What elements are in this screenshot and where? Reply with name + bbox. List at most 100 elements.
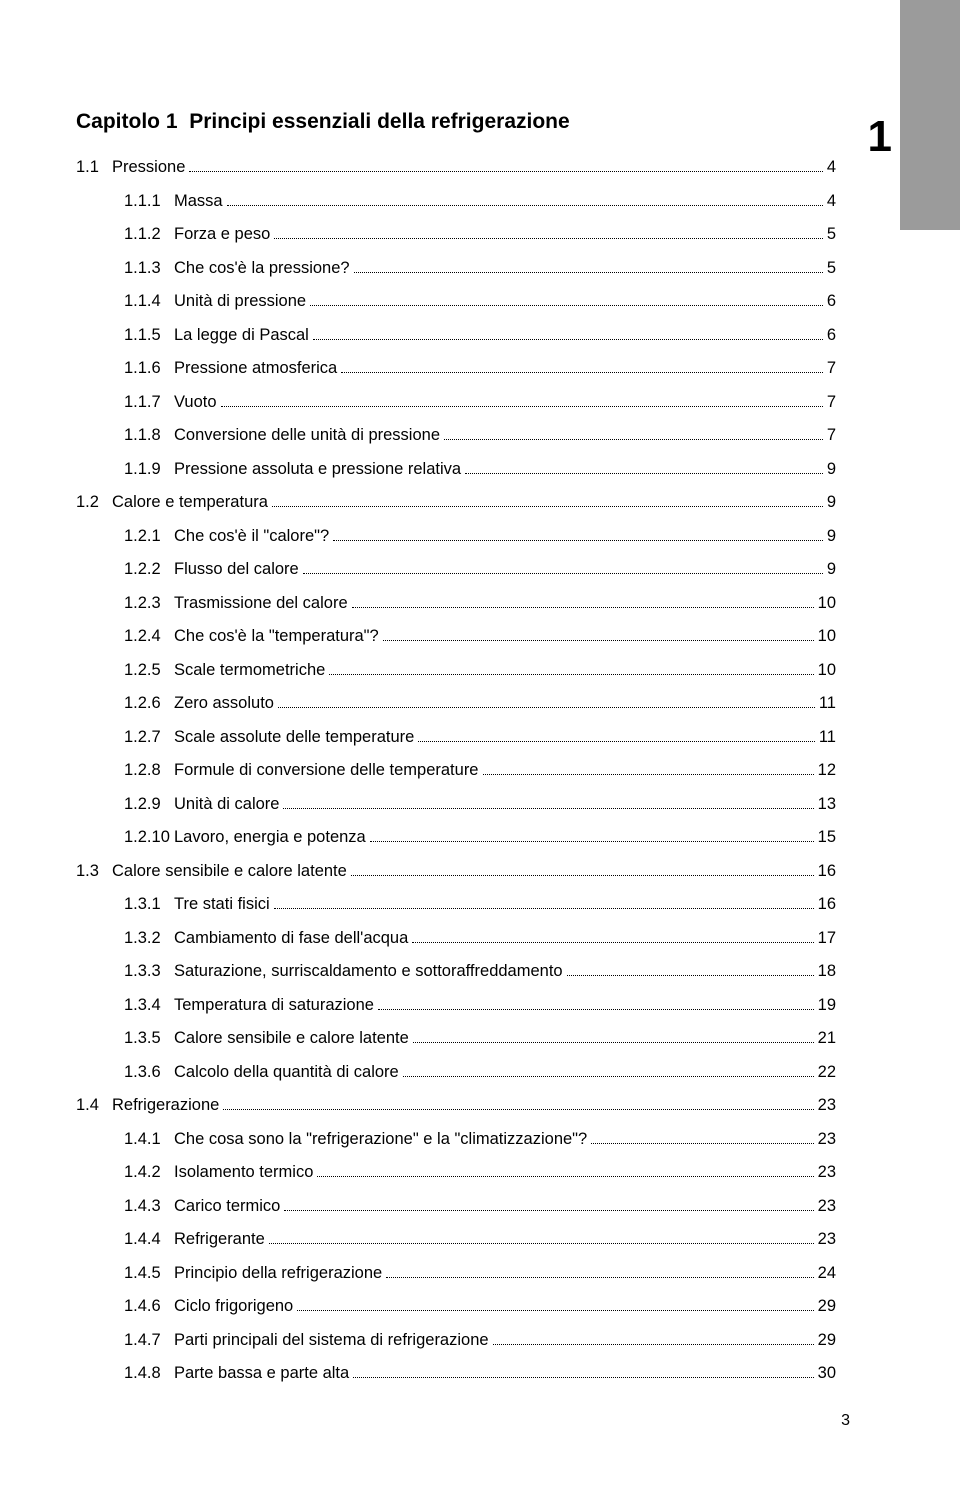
toc-subsection-num: 1.2.9 <box>124 795 174 814</box>
toc-subsection-page: 6 <box>827 326 836 345</box>
toc-subsection-title: Saturazione, surriscaldamento e sottoraf… <box>174 962 563 981</box>
chapter-prefix: Capitolo 1 <box>76 110 178 133</box>
toc-subsection-title: Calore sensibile e calore latente <box>174 1029 409 1048</box>
toc-section-num: 1.2 <box>76 493 112 512</box>
toc-subsection-page: 10 <box>818 661 836 680</box>
toc-leader-dots <box>352 607 814 608</box>
toc-section: 1.3Calore sensibile e calore latente16 <box>76 862 836 881</box>
toc-subsection-title: Ciclo frigorigeno <box>174 1297 293 1316</box>
toc-subsection-num: 1.1.6 <box>124 359 174 378</box>
toc-subsection: 1.3.2Cambiamento di fase dell'acqua17 <box>76 929 836 948</box>
toc-subsection-title: La legge di Pascal <box>174 326 309 345</box>
toc-subsection-num: 1.1.2 <box>124 225 174 244</box>
toc-subsection: 1.3.3Saturazione, surriscaldamento e sot… <box>76 962 836 981</box>
toc-section-page: 9 <box>827 493 836 512</box>
toc-subsection: 1.2.2Flusso del calore 9 <box>76 560 836 579</box>
toc-section-title: Pressione <box>112 158 185 177</box>
toc-leader-dots <box>353 1377 813 1378</box>
chapter-title: Capitolo 1 Principi essenziali della ref… <box>76 110 836 134</box>
toc-leader-dots <box>274 238 823 239</box>
toc-subsection-title: Che cos'è la pressione? <box>174 259 350 278</box>
toc-subsection-title: Trasmissione del calore <box>174 594 348 613</box>
toc-subsection: 1.1.8Conversione delle unità di pression… <box>76 426 836 445</box>
toc-section: 1.2Calore e temperatura 9 <box>76 493 836 512</box>
toc-subsection: 1.3.6Calcolo della quantità di calore22 <box>76 1063 836 1082</box>
toc-subsection-title: Calcolo della quantità di calore <box>174 1063 399 1082</box>
toc-subsection-num: 1.2.6 <box>124 694 174 713</box>
toc-subsection-num: 1.4.2 <box>124 1163 174 1182</box>
toc-subsection-page: 29 <box>818 1331 836 1350</box>
toc-subsection-page: 11 <box>819 694 836 713</box>
toc-leader-dots <box>310 305 823 306</box>
toc-subsection-title: Conversione delle unità di pressione <box>174 426 440 445</box>
toc-subsection-num: 1.3.1 <box>124 895 174 914</box>
toc-subsection-page: 23 <box>818 1197 836 1216</box>
toc-subsection-title: Tre stati fisici <box>174 895 270 914</box>
toc-leader-dots <box>297 1310 813 1311</box>
toc-subsection: 1.4.7Parti principali del sistema di ref… <box>76 1331 836 1350</box>
toc-leader-dots <box>189 171 822 172</box>
toc-subsection: 1.3.1Tre stati fisici16 <box>76 895 836 914</box>
toc-leader-dots <box>378 1009 814 1010</box>
toc-subsection-title: Unità di calore <box>174 795 279 814</box>
chapter-tab-number: 1 <box>868 112 892 162</box>
toc-subsection-title: Che cos'è la "temperatura"? <box>174 627 379 646</box>
chapter-name: Principi essenziali della refrigerazione <box>189 110 569 133</box>
toc-subsection-num: 1.4.1 <box>124 1130 174 1149</box>
toc-subsection-num: 1.2.7 <box>124 728 174 747</box>
toc-subsection: 1.2.1Che cos'è il "calore"?9 <box>76 527 836 546</box>
toc-subsection-num: 1.2.3 <box>124 594 174 613</box>
toc-subsection-page: 17 <box>818 929 836 948</box>
toc-content: Capitolo 1 Principi essenziali della ref… <box>76 110 836 1398</box>
toc-subsection: 1.3.4Temperatura di saturazione19 <box>76 996 836 1015</box>
toc-subsection: 1.4.1Che cosa sono la "refrigerazione" e… <box>76 1130 836 1149</box>
toc-subsection-page: 9 <box>827 560 836 579</box>
toc-section: 1.1Pressione4 <box>76 158 836 177</box>
toc-subsection-title: Vuoto <box>174 393 217 412</box>
toc-leader-dots <box>354 272 823 273</box>
toc-subsection-page: 12 <box>818 761 836 780</box>
toc-subsection-page: 6 <box>827 292 836 311</box>
toc-subsection-page: 15 <box>818 828 836 847</box>
toc-subsection: 1.3.5Calore sensibile e calore latente21 <box>76 1029 836 1048</box>
toc-subsection-title: Scale assolute delle temperature <box>174 728 414 747</box>
toc-subsection-page: 18 <box>818 962 836 981</box>
toc-subsection: 1.1.1Massa 4 <box>76 192 836 211</box>
toc-subsection-page: 10 <box>818 594 836 613</box>
toc-subsection-title: Cambiamento di fase dell'acqua <box>174 929 408 948</box>
toc-subsection: 1.1.3Che cos'è la pressione?5 <box>76 259 836 278</box>
toc-subsection: 1.2.9Unità di calore13 <box>76 795 836 814</box>
toc-subsection-num: 1.1.1 <box>124 192 174 211</box>
toc-section-title: Refrigerazione <box>112 1096 219 1115</box>
toc-subsection-title: Flusso del calore <box>174 560 299 579</box>
toc-subsection-title: Pressione atmosferica <box>174 359 337 378</box>
toc-subsection-title: Refrigerante <box>174 1230 265 1249</box>
toc-subsection: 1.2.7Scale assolute delle temperature 11 <box>76 728 836 747</box>
toc-subsection-title: Isolamento termico <box>174 1163 313 1182</box>
toc-leader-dots <box>465 473 823 474</box>
toc-section-page: 16 <box>818 862 836 881</box>
toc-leader-dots <box>269 1243 814 1244</box>
toc-section-num: 1.4 <box>76 1096 112 1115</box>
toc-leader-dots <box>591 1143 813 1144</box>
toc-subsection: 1.2.4Che cos'è la "temperatura"?10 <box>76 627 836 646</box>
toc-leader-dots <box>284 1210 813 1211</box>
toc-subsection-title: Zero assoluto <box>174 694 274 713</box>
toc-leader-dots <box>329 674 813 675</box>
toc-leader-dots <box>444 439 823 440</box>
toc-leader-dots <box>221 406 823 407</box>
toc-subsection-page: 19 <box>818 996 836 1015</box>
toc-subsection: 1.4.8Parte bassa e parte alta30 <box>76 1364 836 1383</box>
toc-subsection-num: 1.4.8 <box>124 1364 174 1383</box>
toc-subsection-page: 4 <box>827 192 836 211</box>
toc-subsection-page: 11 <box>819 728 836 747</box>
toc-subsection-page: 22 <box>818 1063 836 1082</box>
toc-subsection-num: 1.2.10 <box>124 828 174 847</box>
toc-subsection: 1.4.6Ciclo frigorigeno29 <box>76 1297 836 1316</box>
toc-subsection-num: 1.1.8 <box>124 426 174 445</box>
toc-subsection-title: Massa <box>174 192 223 211</box>
toc-subsection: 1.1.7Vuoto7 <box>76 393 836 412</box>
toc-leader-dots <box>483 774 814 775</box>
toc-subsection-num: 1.2.2 <box>124 560 174 579</box>
toc-section-title: Calore e temperatura <box>112 493 268 512</box>
